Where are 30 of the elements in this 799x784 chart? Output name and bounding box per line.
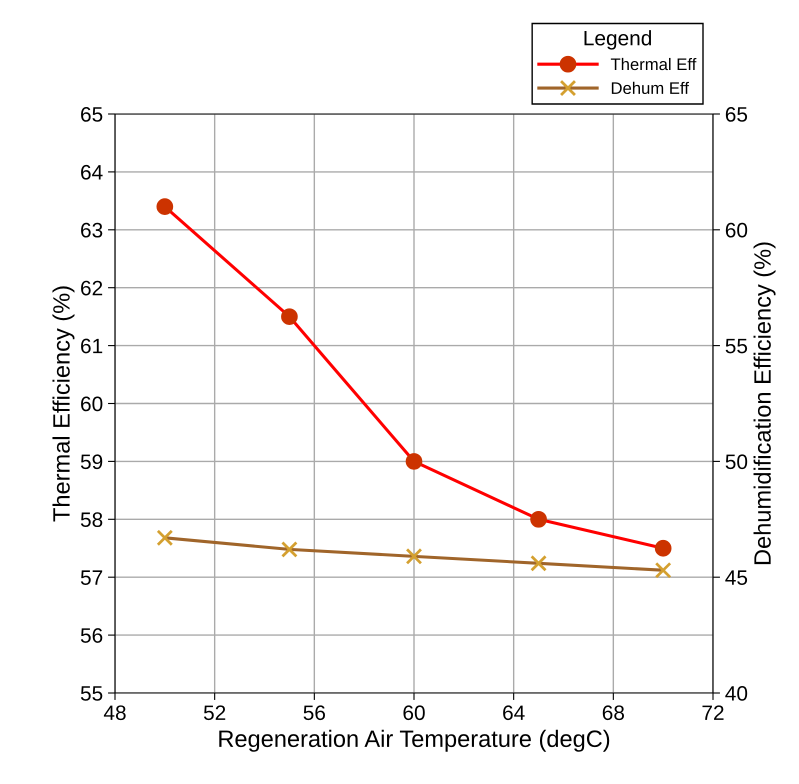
x-tick-label: 56: [304, 705, 326, 720]
y-axis-title: Thermal Efficiency (%): [52, 286, 74, 522]
y-tick-label: 64: [81, 164, 103, 180]
y-tick-label: 61: [81, 338, 102, 354]
x-tick-label: 64: [503, 705, 525, 720]
y-tick-label: 62: [81, 280, 102, 296]
y2-tick-label: 40: [725, 686, 748, 701]
y2-tick-label: 65: [726, 107, 748, 122]
y-tick-label: 60: [81, 396, 102, 412]
y2-axis-title: Dehumidification Efficiency (%): [754, 242, 776, 564]
y2-tick-label: 55: [726, 338, 748, 354]
x-tick-label: 72: [702, 705, 724, 720]
legend-label: Dehum Eff: [612, 82, 689, 94]
x-tick-label: 68: [602, 705, 624, 720]
y-tick-label: 65: [81, 107, 102, 122]
y-tick-label: 63: [81, 222, 102, 238]
legend-title: Legend: [584, 30, 652, 50]
x-axis-title: Regeneration Air Temperature (degC): [219, 730, 610, 752]
x-tick-label: 52: [204, 705, 226, 720]
y2-tick-label: 45: [725, 570, 748, 585]
y-tick-label: 59: [80, 454, 102, 470]
y2-tick-label: 60: [726, 222, 748, 238]
x-tick-label: 60: [403, 705, 425, 720]
y2-tick-label: 50: [726, 454, 748, 470]
legend-label: Thermal Eff: [610, 58, 696, 70]
y-tick-label: 55: [80, 686, 102, 701]
y-tick-label: 56: [80, 628, 102, 643]
x-tick-label: 48: [104, 705, 126, 720]
y-tick-label: 58: [80, 512, 102, 528]
y-tick-label: 57: [80, 570, 102, 585]
